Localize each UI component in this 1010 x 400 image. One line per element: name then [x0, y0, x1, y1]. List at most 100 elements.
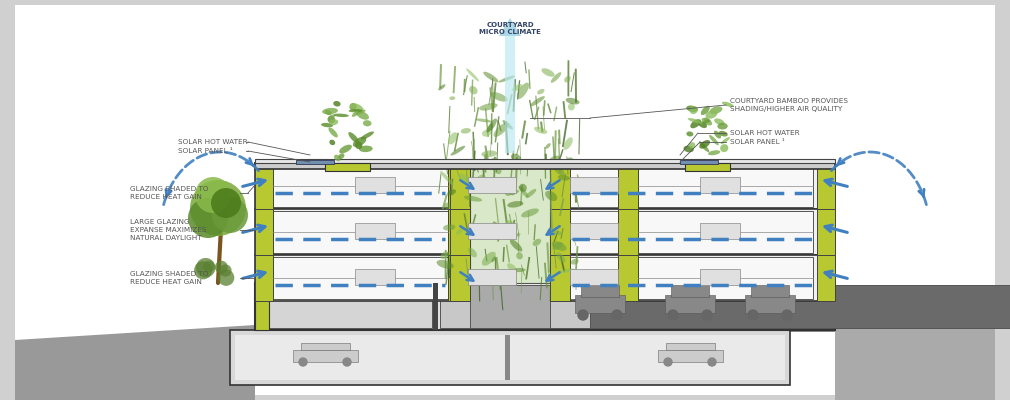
- Ellipse shape: [440, 171, 453, 185]
- Ellipse shape: [357, 111, 369, 120]
- Ellipse shape: [493, 221, 501, 232]
- Ellipse shape: [464, 196, 482, 202]
- Circle shape: [702, 310, 712, 320]
- Ellipse shape: [484, 72, 498, 82]
- Bar: [448, 163, 468, 209]
- Bar: [817, 163, 835, 209]
- Ellipse shape: [488, 118, 497, 132]
- Ellipse shape: [456, 228, 464, 235]
- Ellipse shape: [547, 230, 563, 235]
- Bar: [618, 255, 638, 301]
- Ellipse shape: [349, 103, 357, 110]
- Ellipse shape: [534, 127, 547, 134]
- Ellipse shape: [491, 256, 496, 262]
- Bar: [680, 160, 718, 164]
- Bar: [257, 285, 432, 328]
- Ellipse shape: [361, 132, 374, 140]
- Bar: [273, 211, 448, 253]
- Text: LARGE GLAZING
EXPANSE MAXIMIZES
NATURAL DAYLIGHT: LARGE GLAZING EXPANSE MAXIMIZES NATURAL …: [130, 219, 206, 241]
- Bar: [293, 350, 358, 362]
- Bar: [325, 163, 370, 171]
- Bar: [817, 255, 835, 301]
- Ellipse shape: [701, 106, 710, 115]
- Ellipse shape: [564, 137, 573, 150]
- Text: COURTYARD
MICRO CLIMATE: COURTYARD MICRO CLIMATE: [479, 22, 541, 36]
- Circle shape: [664, 358, 672, 366]
- Bar: [505, 335, 510, 380]
- Ellipse shape: [570, 226, 577, 233]
- Bar: [448, 209, 468, 255]
- Ellipse shape: [709, 135, 719, 145]
- Bar: [638, 165, 813, 207]
- Bar: [575, 295, 625, 313]
- Bar: [638, 211, 813, 253]
- Bar: [618, 209, 638, 255]
- Ellipse shape: [557, 252, 566, 262]
- Ellipse shape: [566, 157, 574, 166]
- Ellipse shape: [472, 174, 483, 185]
- Bar: [448, 255, 468, 301]
- Ellipse shape: [510, 240, 522, 252]
- Ellipse shape: [566, 98, 580, 104]
- Ellipse shape: [352, 137, 367, 147]
- Circle shape: [578, 310, 588, 320]
- Ellipse shape: [721, 137, 730, 144]
- Ellipse shape: [710, 106, 722, 114]
- Ellipse shape: [448, 132, 458, 144]
- Bar: [468, 269, 516, 285]
- Ellipse shape: [502, 120, 513, 130]
- Ellipse shape: [350, 103, 364, 113]
- Ellipse shape: [719, 131, 728, 136]
- Ellipse shape: [325, 110, 331, 115]
- Bar: [255, 163, 835, 169]
- Bar: [817, 209, 835, 255]
- Bar: [255, 209, 835, 255]
- Ellipse shape: [541, 68, 554, 77]
- Ellipse shape: [359, 146, 373, 152]
- Ellipse shape: [447, 189, 456, 196]
- Ellipse shape: [702, 118, 712, 126]
- Ellipse shape: [688, 118, 703, 124]
- Ellipse shape: [686, 106, 698, 112]
- Ellipse shape: [714, 118, 724, 125]
- Bar: [273, 257, 448, 299]
- Ellipse shape: [521, 208, 539, 217]
- Ellipse shape: [338, 153, 344, 159]
- Ellipse shape: [486, 124, 493, 133]
- Ellipse shape: [511, 154, 521, 162]
- Ellipse shape: [461, 128, 471, 134]
- Bar: [255, 255, 835, 301]
- Bar: [570, 223, 618, 239]
- Ellipse shape: [537, 89, 544, 94]
- Bar: [550, 163, 570, 209]
- Ellipse shape: [351, 111, 359, 117]
- Bar: [255, 159, 835, 163]
- Circle shape: [708, 358, 716, 366]
- Ellipse shape: [363, 120, 372, 126]
- Bar: [470, 163, 550, 283]
- Ellipse shape: [476, 118, 492, 122]
- Ellipse shape: [490, 92, 508, 102]
- Ellipse shape: [525, 189, 536, 198]
- Ellipse shape: [512, 84, 522, 91]
- Bar: [550, 209, 570, 255]
- Ellipse shape: [440, 251, 448, 259]
- Bar: [440, 285, 590, 328]
- Ellipse shape: [552, 242, 563, 250]
- Circle shape: [612, 310, 622, 320]
- Ellipse shape: [479, 103, 498, 110]
- Bar: [570, 177, 618, 193]
- Bar: [658, 350, 723, 362]
- Ellipse shape: [339, 145, 351, 153]
- Ellipse shape: [491, 161, 502, 174]
- Bar: [685, 163, 730, 171]
- Bar: [255, 163, 273, 209]
- Ellipse shape: [551, 241, 567, 251]
- Ellipse shape: [545, 191, 558, 201]
- Circle shape: [212, 197, 248, 233]
- Ellipse shape: [356, 142, 363, 149]
- Bar: [450, 163, 470, 209]
- Bar: [235, 335, 785, 380]
- Bar: [255, 255, 273, 301]
- Ellipse shape: [714, 131, 721, 138]
